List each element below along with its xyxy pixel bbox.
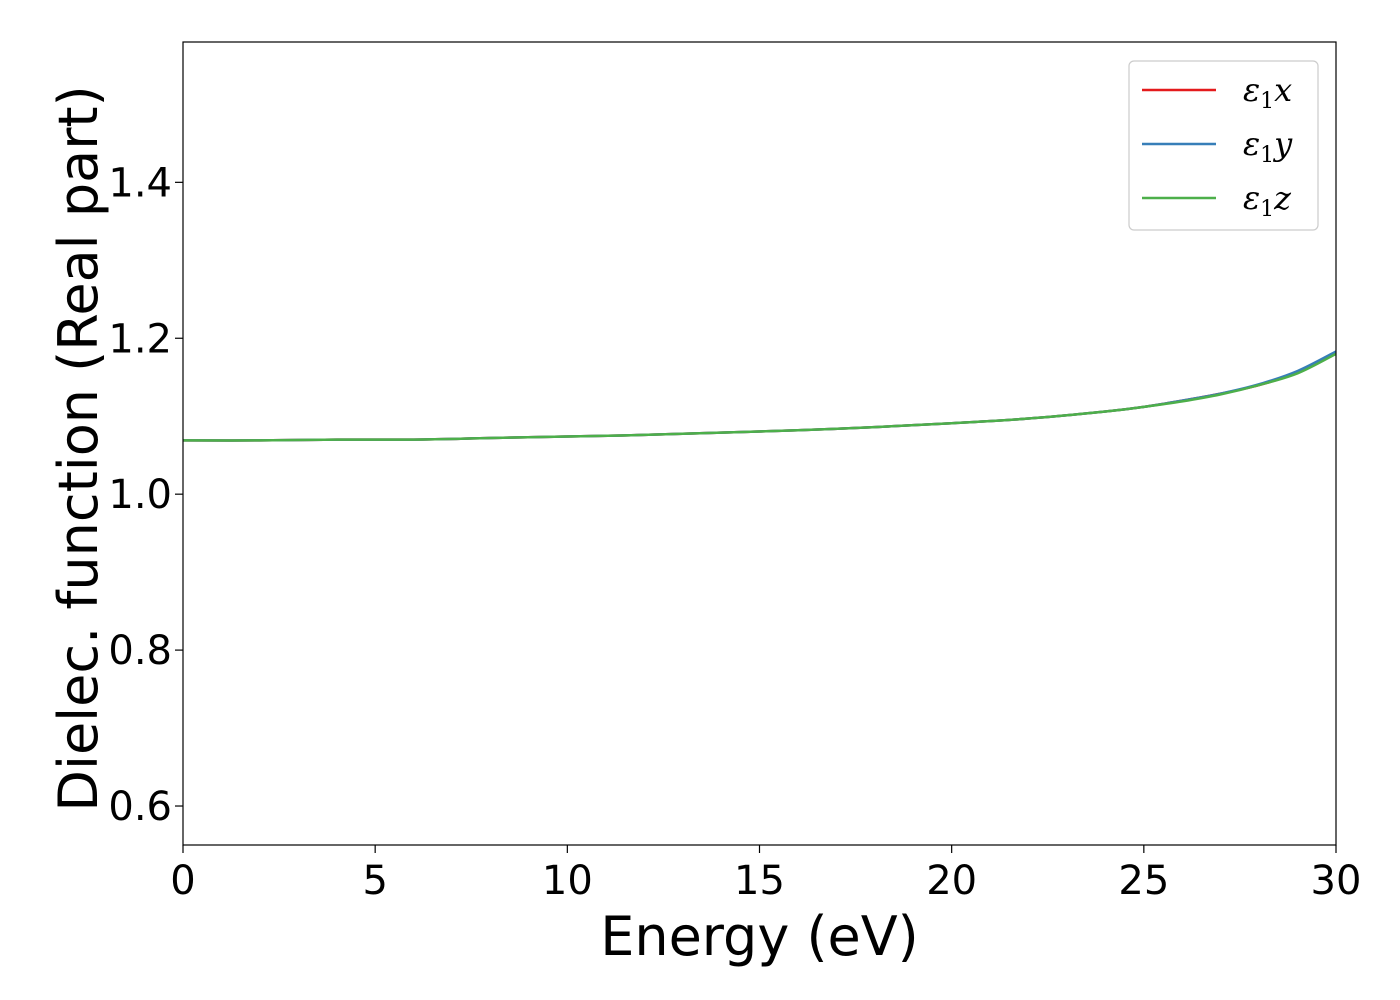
x-tick-label: 30	[1311, 858, 1362, 904]
y-tick-label: 1.2	[108, 316, 172, 362]
x-axis-title: Energy (eV)	[600, 905, 919, 968]
x-axis-ticks: 0 5 10 15 20 25 30	[170, 845, 1361, 904]
x-tick-label: 20	[926, 858, 977, 904]
y-tick-label: 1.4	[108, 160, 172, 206]
x-tick-label: 10	[542, 858, 593, 904]
series-line-y	[182, 350, 1337, 442]
y-axis-ticks: 0.6 0.8 1.0 1.2 1.4	[108, 160, 183, 830]
plot-frame	[182, 41, 1337, 846]
legend-box	[1128, 60, 1319, 231]
legend: ε1x ε1y ε1z	[1128, 60, 1319, 231]
legend-label-y: ε1y	[1243, 125, 1293, 168]
y-tick-label: 0.6	[108, 784, 172, 830]
x-tick-label: 5	[362, 858, 387, 904]
series-line-z	[182, 352, 1337, 442]
plot-lines	[182, 350, 1337, 442]
y-tick-label: 1.0	[108, 472, 172, 518]
series-line-x	[182, 351, 1337, 442]
x-tick-label: 25	[1118, 858, 1169, 904]
x-tick-label: 0	[170, 858, 195, 904]
y-tick-label: 0.8	[108, 628, 172, 674]
legend-label-x: ε1x	[1243, 71, 1292, 114]
y-axis-title: Dielec. function (Real part)	[47, 85, 110, 811]
legend-label-z: ε1z	[1243, 179, 1292, 222]
x-tick-label: 15	[734, 858, 785, 904]
